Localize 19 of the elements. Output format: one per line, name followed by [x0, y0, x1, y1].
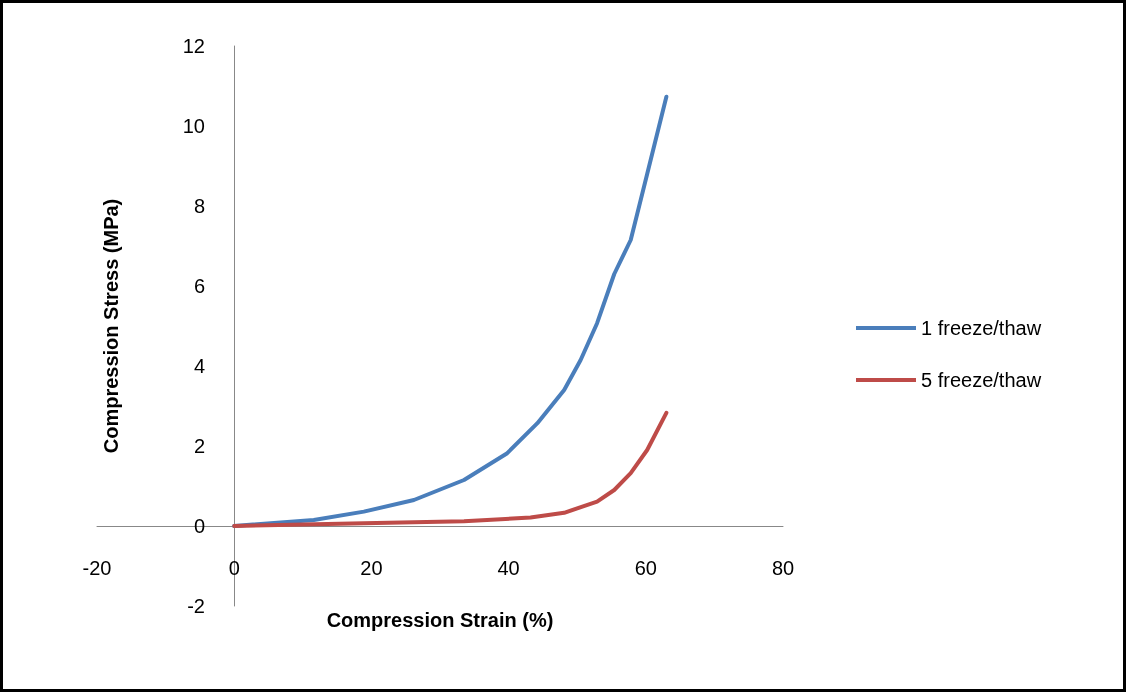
y-tick-label: -2	[187, 595, 205, 617]
y-tick-label: 6	[193, 275, 205, 297]
y-tick-label: 8	[193, 195, 205, 217]
y-tick-label: 4	[193, 355, 205, 377]
y-tick-label: 12	[182, 35, 205, 57]
x-tick-label: 20	[360, 557, 383, 579]
x-axis-title: Compression Strain (%)	[326, 609, 554, 631]
y-tick-label: 0	[193, 515, 205, 537]
x-tick-label: 80	[771, 557, 795, 579]
x-tick-label: 60	[634, 557, 657, 579]
x-tick-label: -20	[82, 557, 112, 579]
legend-label: 1 freeze/thaw	[921, 317, 1042, 339]
line-series	[232, 410, 669, 528]
y-tick-label: 10	[182, 115, 205, 137]
y-axis-title: Compression Stress (MPa)	[100, 198, 122, 454]
y-tick-label: 2	[193, 435, 205, 457]
x-tick-label: 0	[228, 557, 240, 579]
x-tick-label: 40	[497, 557, 520, 579]
legend-label: 5 freeze/thaw	[921, 369, 1042, 391]
